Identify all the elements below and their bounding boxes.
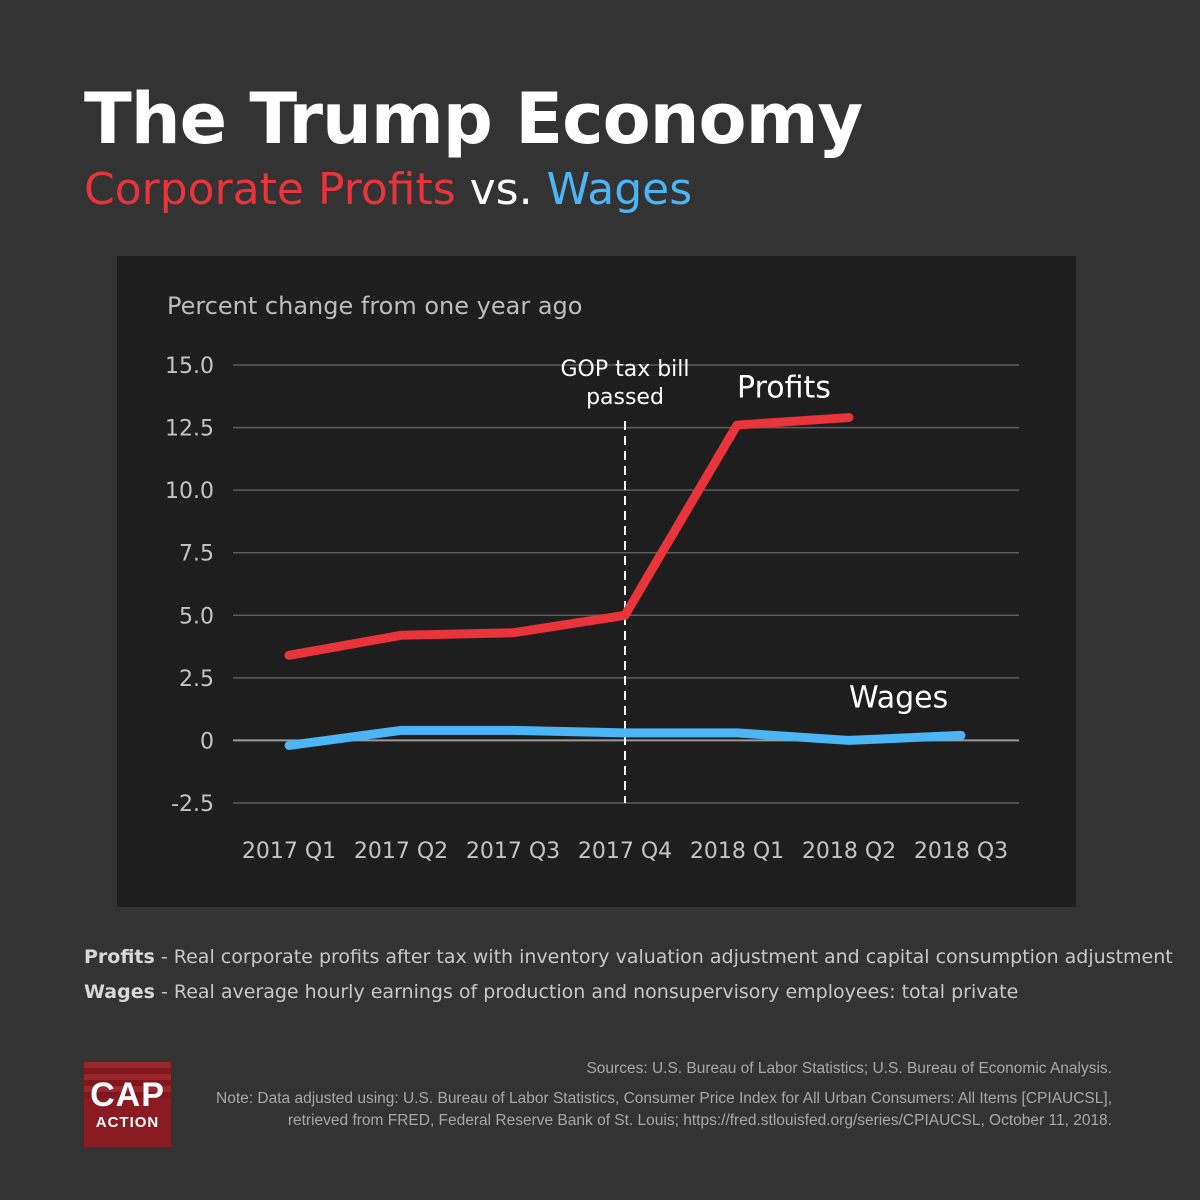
page-title: The Trump Economy (84, 78, 863, 160)
cap-action-logo: CAP ACTION (84, 1062, 171, 1147)
definition-wages-term: Wages (84, 981, 155, 1003)
chart-panel: Percent change from one year ago 15.0 12.5… (117, 256, 1076, 907)
y-tick-label: 7.5 (179, 542, 214, 567)
series-line-wages (284, 725, 966, 750)
note-line-1: Note: Data adjusted using: U.S. Bureau o… (216, 1090, 1112, 1107)
x-tick-label: 2017 Q2 (354, 839, 448, 864)
y-tick-label: 5.0 (179, 604, 214, 629)
y-tick-label: 0 (200, 729, 214, 754)
page-subtitle: Corporate Profits vs. Wages (84, 164, 692, 215)
x-tick-label: 2018 Q3 (914, 839, 1008, 864)
note-text: Note: Data adjusted using: U.S. Bureau o… (212, 1088, 1112, 1132)
x-tick-label: 2017 Q1 (242, 839, 336, 864)
y-tick-label: 2.5 (179, 667, 214, 692)
definition-wages-text: - Real average hourly earnings of produc… (154, 981, 1019, 1003)
logo-cap-text: CAP (90, 1076, 165, 1114)
series-label-profits: Profits (737, 371, 831, 406)
x-tick-label: 2018 Q2 (802, 839, 896, 864)
x-tick-label: 2018 Q1 (690, 839, 784, 864)
series-label-wages: Wages (849, 680, 948, 715)
y-tick-label: 12.5 (165, 417, 214, 442)
y-axis-label: Percent change from one year ago (167, 292, 582, 320)
definition-profits-term: Profits (84, 946, 155, 968)
definition-wages: Wages - Real average hourly earnings of … (84, 981, 1134, 1003)
y-tick-label: -2.5 (171, 792, 214, 817)
x-tick-label: 2017 Q4 (578, 839, 672, 864)
subtitle-wages: Wages (546, 164, 693, 215)
line-chart: Percent change from one year ago 15.0 12.5… (165, 292, 1019, 864)
subtitle-vs: vs. (455, 164, 547, 215)
definition-profits-text: - Real corporate profits after tax with … (154, 946, 1173, 968)
annotation-line-1: GOP tax bill (560, 357, 689, 382)
logo-stripes (84, 1062, 171, 1098)
annotation-line-2: passed (586, 385, 664, 410)
sources-text: Sources: U.S. Bureau of Labor Statistics… (586, 1060, 1112, 1077)
subtitle-profits: Corporate Profits (84, 164, 456, 215)
definition-profits: Profits - Real corporate profits after t… (84, 946, 1173, 968)
y-tick-label: 10.0 (165, 479, 214, 504)
logo-action-text: ACTION (95, 1114, 160, 1131)
x-tick-label: 2017 Q3 (466, 839, 560, 864)
y-tick-label: 15.0 (165, 354, 214, 379)
note-line-2: retrieved from FRED, Federal Reserve Ban… (287, 1112, 1112, 1129)
series-line-profits (284, 413, 854, 660)
